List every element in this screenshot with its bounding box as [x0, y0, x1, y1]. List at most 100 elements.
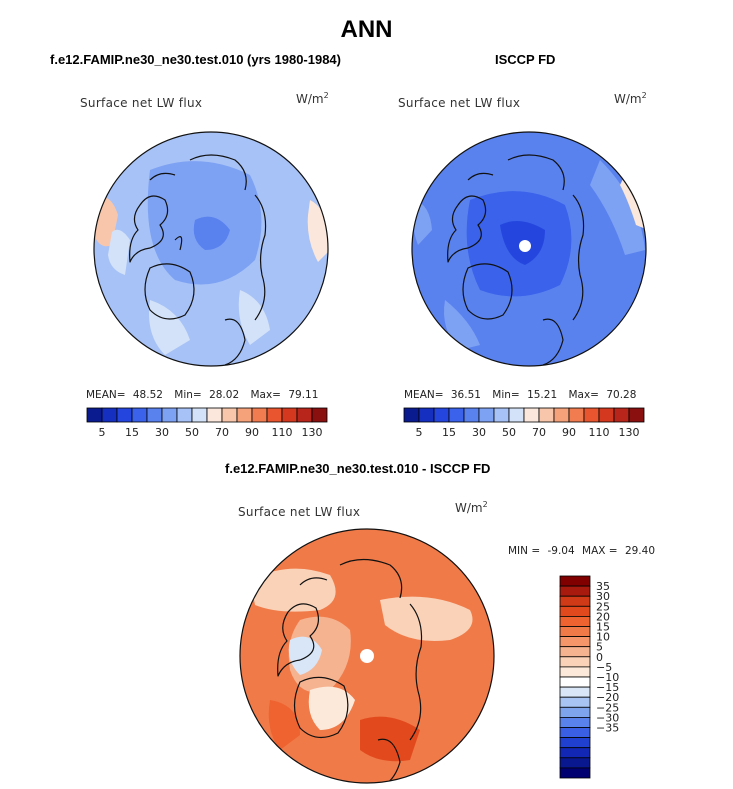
panel2-units: W/m2	[614, 91, 647, 106]
panel3-pole-hole	[360, 649, 374, 663]
panel1-mean-label: MEAN=	[86, 389, 126, 401]
panel3-colorbar-box	[559, 626, 591, 638]
panel1-mean: 48.52	[132, 389, 163, 401]
panel3-colorbar-tick-label: 25	[596, 600, 610, 613]
panel2-colorbar-box	[463, 407, 480, 423]
panel3-variable-label: Surface net LW flux	[238, 505, 361, 519]
panel2-colorbar-box	[523, 407, 540, 423]
panel1-colorbar: 5 15 30 50 70 90 110 130	[86, 407, 328, 439]
panel3-title: f.e12.FAMIP.ne30_ne30.test.010 - ISCCP F…	[225, 461, 491, 476]
panel3-min-label: MIN =	[508, 545, 541, 557]
panel1-colorbar-tick-label: 5	[99, 426, 106, 439]
panel2-map	[411, 131, 647, 367]
panel2-colorbar-tick-label: 5	[416, 426, 423, 439]
panel1-colorbar-tick-label: 90	[245, 426, 259, 439]
panel1-colorbar-box	[116, 407, 133, 423]
panel1-colorbar-box	[206, 407, 223, 423]
panel1-map-border	[93, 131, 329, 367]
panel3-field-light-nw	[250, 568, 336, 612]
panel2-stats: MEAN= 36.51 Min= 15.21 Max= 70.28	[404, 389, 636, 401]
panel1-colorbar-box	[146, 407, 163, 423]
panel2-colorbar-tick-label: 110	[589, 426, 610, 439]
panel2-title: ISCCP FD	[495, 52, 556, 67]
panel3-colorbar-box	[559, 616, 591, 627]
panel2-max: 70.28	[606, 389, 637, 401]
panel3-field-light-ne	[380, 596, 473, 641]
panel3-colorbar-tick-label: 10	[596, 631, 610, 644]
panel3-colorbar-tick-label: 15	[596, 621, 610, 634]
panel3-colorbar-tick-label: −30	[596, 711, 619, 724]
panel2-colorbar-box	[403, 407, 420, 423]
panel1-coastlines	[129, 154, 267, 366]
panel3-colorbar-tick-label: −10	[596, 671, 619, 684]
panel2-colorbar-tick-label: 130	[619, 426, 640, 439]
panel3-map	[239, 528, 495, 784]
panel1-colorbar-tick-label: 30	[155, 426, 169, 439]
panel2-mean-label: MEAN=	[404, 389, 444, 401]
panel1-colorbar-box	[101, 407, 118, 423]
panel1-colorbar-box	[311, 407, 328, 423]
panel3-colorbar-tick-label: 0	[596, 651, 603, 664]
panel2-colorbar-box	[628, 407, 645, 423]
panel1-variable-label: Surface net LW flux	[80, 96, 203, 110]
panel3-field-greenland	[308, 686, 355, 730]
panel1-colorbar-tick-label: 15	[125, 426, 139, 439]
panel3-units: W/m2	[455, 500, 488, 515]
panel3-colorbar-tick-label: −35	[596, 722, 619, 735]
panel3-stats: MIN = -9.04 MAX = 29.40	[508, 545, 655, 557]
panel3-colorbar-box	[559, 676, 591, 688]
panel1-field-light-west	[108, 229, 130, 275]
panel1-map	[93, 131, 329, 367]
panel1-colorbar-tick-label: 130	[302, 426, 323, 439]
panel3-max-label: MAX =	[582, 545, 618, 557]
panel3-colorbar-box	[559, 727, 591, 739]
panel1-min-label: Min=	[174, 389, 202, 401]
panel3-colorbar-box	[559, 717, 591, 728]
panel2-colorbar-box	[478, 407, 495, 423]
panel1-field-warm-east	[307, 200, 328, 262]
panel3-colorbar-box	[559, 737, 591, 749]
panel3-colorbar-box	[559, 757, 591, 769]
panel1-min: 28.02	[209, 389, 240, 401]
panel3-colorbar-box	[559, 646, 591, 658]
panel2-mean: 36.51	[450, 389, 481, 401]
panel2-colorbar-box	[613, 407, 630, 423]
panel1-stats: MEAN= 48.52 Min= 28.02 Max= 79.11	[86, 389, 318, 401]
panel1-colorbar-box	[296, 407, 313, 423]
panel1-colorbar-tick-label: 70	[215, 426, 229, 439]
panel2-colorbar-box	[448, 407, 465, 423]
panel2-colorbar-box	[508, 407, 525, 423]
panel3-colorbar-box	[559, 636, 591, 648]
panel1-colorbar-box	[266, 407, 283, 423]
panel2-colorbar-box	[538, 407, 555, 423]
panel3-colorbar-tick-label: −15	[596, 681, 619, 694]
figure-title: ANN	[340, 16, 393, 43]
panel1-colorbar-box	[161, 407, 178, 423]
panel3-colorbar-tick-label: −20	[596, 691, 619, 704]
panel3-colorbar-box	[559, 767, 591, 779]
panel1-colorbar-tick-label: 50	[185, 426, 199, 439]
panel1-colorbar-box	[131, 407, 148, 423]
panel1-colorbar-box	[251, 407, 268, 423]
panel2-min: 15.21	[527, 389, 558, 401]
panel3-colorbar-box	[559, 696, 591, 708]
panel3-colorbar-box	[559, 686, 591, 698]
panel2-colorbar-tick-label: 30	[472, 426, 486, 439]
panel1-colorbar-tick-label: 110	[272, 426, 293, 439]
panel2-colorbar-tick-label: 70	[532, 426, 546, 439]
panel2-colorbar-box	[433, 407, 450, 423]
panel3-max: 29.40	[624, 545, 655, 557]
panel1-field-light-sw	[149, 300, 190, 355]
panel3-colorbar-box	[559, 706, 591, 718]
panel3-colorbar-tick-label: −5	[596, 661, 612, 674]
panel1-colorbar-box	[281, 407, 298, 423]
panel2-colorbar-tick-label: 90	[562, 426, 576, 439]
panel3-min: -9.04	[547, 545, 575, 557]
panel3-colorbar-tick-label: 30	[596, 590, 610, 603]
panel2-colorbar-box	[583, 407, 600, 423]
panel2-field-east-mid	[590, 160, 645, 255]
panel2-min-label: Min=	[492, 389, 520, 401]
panel1-title: f.e12.FAMIP.ne30_ne30.test.010 (yrs 1980…	[50, 52, 341, 67]
